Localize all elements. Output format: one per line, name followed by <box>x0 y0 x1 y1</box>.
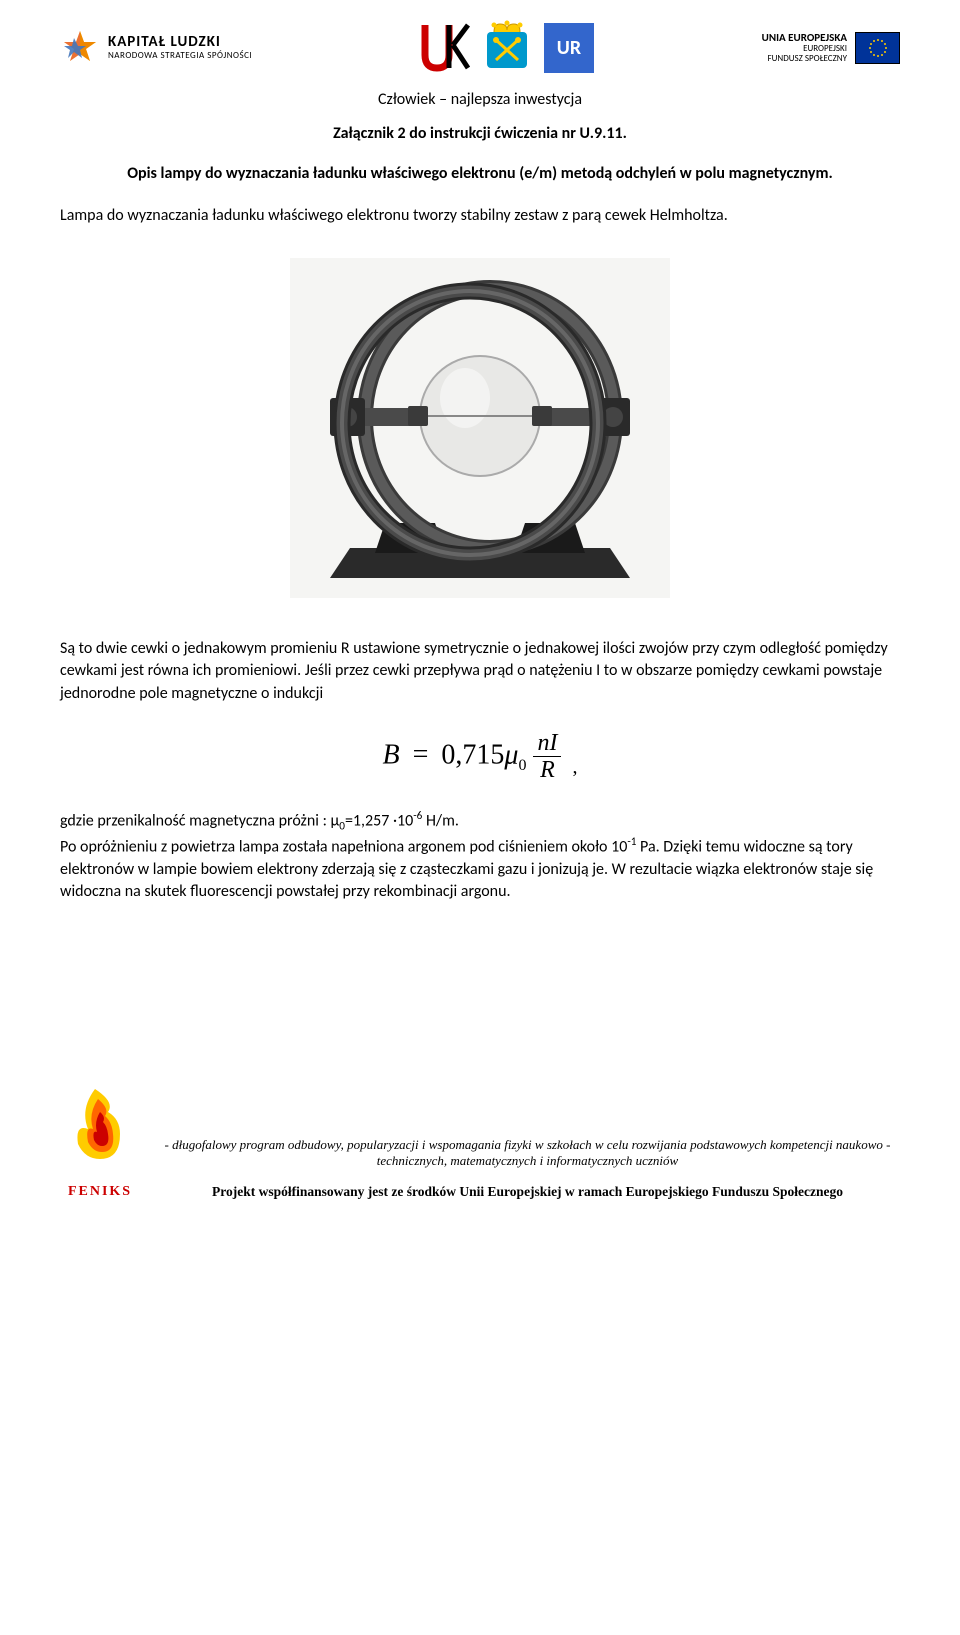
formula-induction: B = 0,715μ0 nI R , <box>60 730 900 784</box>
paragraph-1: Lampa do wyznaczania ładunku właściwego … <box>60 205 900 227</box>
formula-numerator: nI <box>533 730 561 757</box>
eu-flag-icon <box>855 32 900 64</box>
formula-comma: , <box>572 756 577 778</box>
eu-sub2-text: FUNDUSZ SPOŁECZNY <box>762 54 847 64</box>
paragraph-3-4: gdzie przenikalność magnetyczna próżni :… <box>60 809 900 904</box>
ur-logo-icon: UR <box>544 23 594 73</box>
p3-part2: =1,257 ·10 <box>345 811 413 830</box>
feniks-flame-icon <box>60 1084 140 1174</box>
paragraph-2: Są to dwie cewki o jednakowym promieniu … <box>60 638 900 705</box>
formula-coef: 0,715 <box>441 739 504 770</box>
footer-text-block: - długofalowy program odbudowy, populary… <box>155 1137 900 1200</box>
eu-main-text: UNIA EUROPEJSKA <box>762 32 847 44</box>
main-title: Opis lampy do wyznaczania ładunku właści… <box>60 163 900 185</box>
helmholtz-coils-icon <box>290 258 670 598</box>
ur-text: UR <box>557 36 581 60</box>
p3-part1: gdzie przenikalność magnetyczna próżni :… <box>60 811 339 830</box>
p3-part3: H/m. <box>422 811 459 830</box>
logo-kapital-ludzki: KAPITAŁ LUDZKI NARODOWA STRATEGIA SPÓJNO… <box>60 28 252 68</box>
attachment-title: Załącznik 2 do instrukcji ćwiczenia nr U… <box>60 124 900 143</box>
kapital-star-icon <box>60 28 100 68</box>
formula-lhs: B <box>383 739 400 770</box>
helmholtz-figure <box>60 258 900 598</box>
feniks-logo: FENIKS <box>60 1084 140 1200</box>
logo-eu: UNIA EUROPEJSKA EUROPEJSKI FUNDUSZ SPOŁE… <box>762 32 900 64</box>
p3-exp: -6 <box>413 809 422 823</box>
header-logos: KAPITAŁ LUDZKI NARODOWA STRATEGIA SPÓJNO… <box>60 20 900 75</box>
p4-part1: Po opróżnieniu z powietrza lampa została… <box>60 837 627 856</box>
footer-bold: Projekt współfinansowany jest ze środków… <box>155 1184 900 1200</box>
formula-mu: μ <box>504 739 518 770</box>
feniks-name: FENIKS <box>60 1184 140 1200</box>
kapital-main-text: KAPITAŁ LUDZKI <box>108 34 252 51</box>
formula-mu-sub: 0 <box>518 757 526 774</box>
footer-italic: - długofalowy program odbudowy, populary… <box>155 1137 900 1169</box>
formula-fraction: nI R <box>533 730 561 784</box>
tagline: Człowiek – najlepsza inwestycja <box>60 90 900 109</box>
formula-equals: = <box>413 739 429 770</box>
formula-denominator: R <box>536 757 559 783</box>
kapital-sub-text: NARODOWA STRATEGIA SPÓJNOŚCI <box>108 51 252 61</box>
shield-logo-icon <box>482 20 532 75</box>
ujk-logo-icon <box>420 20 470 75</box>
footer: FENIKS - długofalowy program odbudowy, p… <box>60 1084 900 1200</box>
logos-center: UR <box>420 20 594 75</box>
